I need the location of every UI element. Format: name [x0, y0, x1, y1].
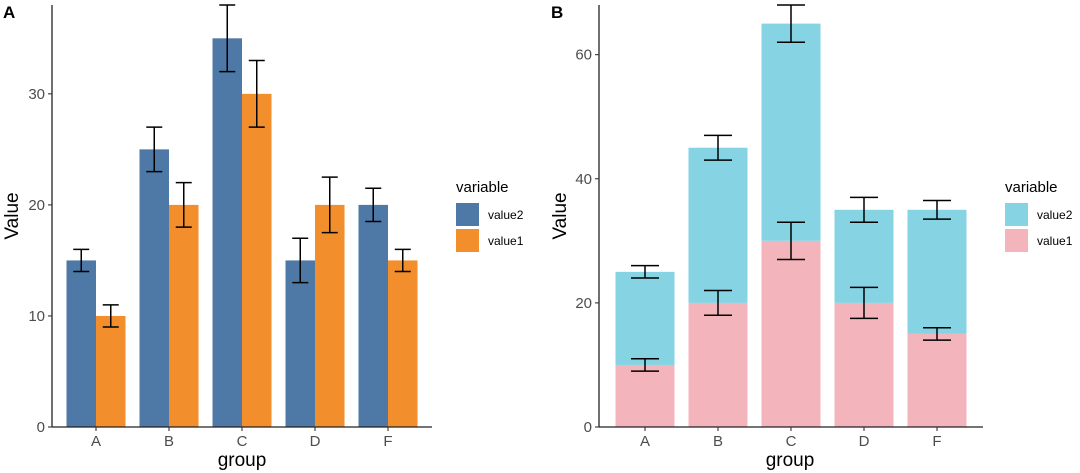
bar-value1-C [761, 240, 821, 427]
panel-b-y-axis-title: Value [550, 192, 571, 239]
error-bar-value1-D [850, 286, 878, 320]
panel-a-legend-title: variable [456, 179, 509, 196]
error-bar-value1-F [394, 248, 411, 273]
legend-label-value2: value2 [1037, 208, 1073, 222]
bar-value1-F [907, 333, 967, 427]
error-bar-value2-F [923, 199, 951, 220]
bar-value2-F [358, 204, 388, 427]
panel-b-tag: B [551, 3, 563, 22]
error-bar-value1-C [248, 59, 265, 128]
error-bar-value1-C [777, 221, 805, 261]
bar-value2-D [285, 260, 315, 427]
y-tick-label: 20 [575, 295, 592, 312]
bar-value2-B [139, 149, 169, 428]
panel-b-legend: variable value2 value1 [1005, 179, 1073, 252]
legend-swatch-value2 [456, 203, 479, 226]
x-tick-label: A [640, 433, 650, 450]
error-bar-value1-B [175, 181, 192, 228]
panel-a-y-axis-title: Value [2, 192, 23, 239]
error-bar-value2-D [850, 196, 878, 223]
error-bar-value2-C [219, 4, 236, 73]
bar-value1-D [315, 204, 345, 427]
panel-a-x-axis-title: group [218, 450, 267, 471]
bar-value1-B [688, 302, 748, 427]
legend-swatch-value1 [456, 229, 479, 252]
error-bar-value2-F [365, 187, 382, 223]
error-bar-value1-F [923, 326, 951, 341]
y-tick-label: 0 [37, 419, 45, 436]
bar-value2-F [907, 209, 967, 334]
y-tick-label: 60 [575, 47, 592, 64]
y-tick-label: 10 [28, 308, 45, 325]
error-bar-value1-D [321, 176, 338, 234]
error-bar-value1-A [631, 357, 659, 372]
error-bar-value2-A [631, 264, 659, 279]
x-tick-label: F [932, 433, 941, 450]
x-tick-label: C [237, 433, 248, 450]
y-tick-label: 0 [584, 419, 592, 436]
y-tick-label: 40 [575, 171, 592, 188]
error-bar-value2-D [292, 237, 309, 284]
x-tick-label: D [310, 433, 321, 450]
x-tick-label: B [713, 433, 723, 450]
x-tick-label: A [91, 433, 101, 450]
bar-value2-A [615, 271, 675, 365]
error-bar-value2-C [777, 4, 805, 43]
x-tick-label: F [383, 433, 392, 450]
bar-value1-D [834, 302, 894, 427]
legend-label-value1: value1 [1037, 234, 1073, 248]
error-bar-value2-B [146, 126, 163, 173]
panel-a-legend: variable value2 value1 [456, 179, 524, 252]
x-tick-label: D [859, 433, 870, 450]
x-tick-label: B [164, 433, 174, 450]
bar-value2-B [688, 147, 748, 303]
bar-value1-B [169, 204, 199, 427]
bar-value2-C [761, 23, 821, 241]
legend-label-value2: value2 [488, 208, 524, 222]
error-bar-value2-A [73, 248, 90, 273]
bar-value1-A [615, 364, 675, 427]
panel-b-x-axis-title: group [766, 450, 815, 471]
y-tick-label: 20 [28, 197, 45, 214]
error-bar-value1-B [704, 289, 732, 317]
legend-swatch-value1 [1005, 229, 1028, 252]
panel-a: A Value group 0 10 20 30 A B C D F variable valu… [2, 3, 524, 471]
panel-b: B Value group 0 20 40 60 A B C D F variable valu… [550, 3, 1073, 471]
panel-b-legend-title: variable [1005, 179, 1058, 196]
panel-a-tag: A [3, 3, 15, 22]
error-bar-value2-B [704, 134, 732, 161]
bar-value1-A [96, 315, 126, 427]
bar-value2-A [66, 260, 96, 427]
bar-value1-F [388, 260, 418, 427]
x-tick-label: C [786, 433, 797, 450]
y-tick-label: 30 [28, 86, 45, 103]
legend-label-value1: value1 [488, 234, 524, 248]
legend-swatch-value2 [1005, 203, 1028, 226]
error-bar-value1-A [102, 304, 119, 328]
bar-value1-C [242, 93, 272, 427]
bar-value2-C [212, 38, 242, 427]
